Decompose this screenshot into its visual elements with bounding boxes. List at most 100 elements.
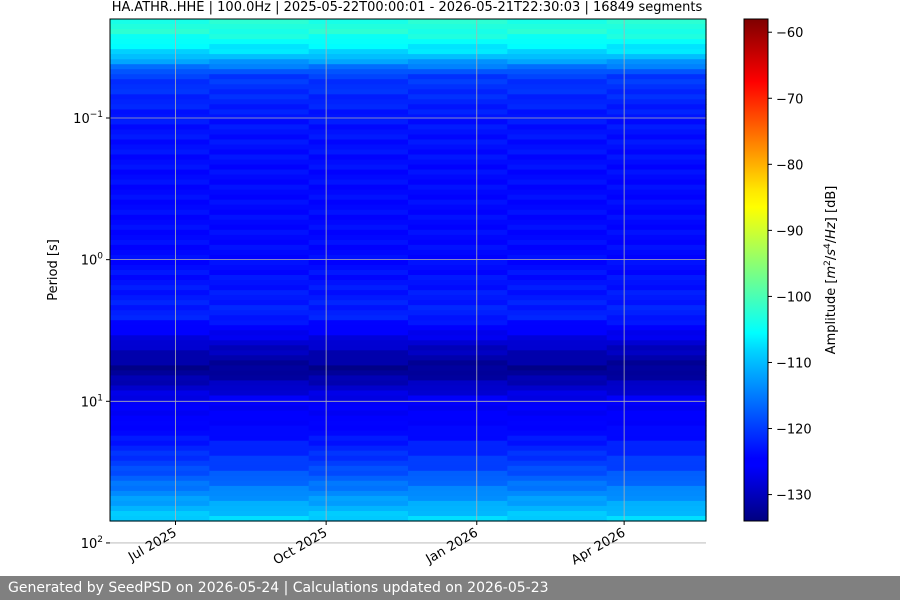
heatmap-cell xyxy=(408,480,508,487)
heatmap-cell xyxy=(110,295,210,301)
heatmap-cell xyxy=(606,24,707,30)
heatmap-cell xyxy=(408,285,508,291)
heatmap-cell xyxy=(308,345,409,351)
heatmap-cell xyxy=(606,219,707,226)
heatmap-cell xyxy=(209,134,310,141)
heatmap-cell xyxy=(507,415,608,422)
heatmap-cell xyxy=(507,485,608,492)
heatmap-cell xyxy=(110,119,210,125)
heatmap-cell xyxy=(408,400,508,407)
heatmap-cell xyxy=(209,69,310,75)
heatmap-cell xyxy=(507,144,608,151)
heatmap-cell xyxy=(507,425,608,432)
heatmap-cell xyxy=(110,365,210,371)
heatmap-cell xyxy=(606,275,707,281)
heatmap-cell xyxy=(606,280,707,286)
heatmap-cell xyxy=(308,516,409,522)
heatmap-cell xyxy=(408,350,508,356)
heatmap-cell xyxy=(209,199,310,206)
heatmap-cell xyxy=(507,59,608,65)
heatmap-cell xyxy=(308,239,409,246)
heatmap-cell xyxy=(408,430,508,437)
heatmap-cell xyxy=(110,420,210,427)
heatmap-cell xyxy=(606,325,707,331)
heatmap-cell xyxy=(110,285,210,291)
heatmap-cell xyxy=(408,154,508,161)
heatmap-cell xyxy=(507,44,608,50)
heatmap-cell xyxy=(209,360,310,366)
heatmap-cell xyxy=(110,405,210,412)
heatmap-cell xyxy=(110,495,210,502)
heatmap-cell xyxy=(507,435,608,442)
heatmap-cell xyxy=(606,154,707,161)
heatmap-cell xyxy=(209,270,310,276)
y-tick-label: 100 xyxy=(81,252,104,269)
heatmap-body xyxy=(110,19,707,522)
heatmap-cell xyxy=(408,505,508,512)
heatmap-cell xyxy=(308,350,409,356)
heatmap-cell xyxy=(606,79,707,85)
x-tick-label: Oct 2025 xyxy=(271,525,330,568)
heatmap-cell xyxy=(507,174,608,181)
heatmap-cell xyxy=(209,435,310,442)
heatmap-cell xyxy=(507,34,608,40)
heatmap-cell xyxy=(209,425,310,432)
heatmap-cell xyxy=(507,139,608,146)
heatmap-cell xyxy=(209,159,310,166)
heatmap-cell xyxy=(606,184,707,191)
heatmap-cell xyxy=(507,370,608,376)
heatmap-cell xyxy=(209,84,310,90)
heatmap-cell xyxy=(308,69,409,75)
heatmap-cell xyxy=(209,249,310,256)
heatmap-cell xyxy=(606,470,707,477)
heatmap-cell xyxy=(606,144,707,151)
heatmap-cell xyxy=(110,385,210,392)
heatmap-cell xyxy=(408,179,508,186)
heatmap-cell xyxy=(110,320,210,326)
heatmap-cell xyxy=(606,49,707,55)
heatmap-cell xyxy=(110,305,210,311)
heatmap-cell xyxy=(110,234,210,241)
heatmap-cell xyxy=(209,516,310,522)
heatmap-cell xyxy=(308,485,409,492)
heatmap-cell xyxy=(209,29,310,35)
heatmap-cell xyxy=(308,420,409,427)
heatmap-cell xyxy=(408,169,508,176)
heatmap-cell xyxy=(507,204,608,211)
heatmap-cell xyxy=(507,500,608,507)
heatmap-cell xyxy=(507,516,608,522)
heatmap-cell xyxy=(606,234,707,241)
heatmap-cell xyxy=(408,234,508,241)
heatmap-cell xyxy=(110,485,210,492)
heatmap-cell xyxy=(110,430,210,437)
heatmap-cell xyxy=(209,415,310,422)
y-tick-label: 10−1 xyxy=(73,110,103,127)
heatmap-cell xyxy=(606,420,707,427)
heatmap-cell xyxy=(408,174,508,181)
heatmap-cell xyxy=(209,300,310,306)
heatmap-cell xyxy=(110,390,210,397)
heatmap-cell xyxy=(408,295,508,301)
heatmap-cell xyxy=(507,239,608,246)
heatmap-cell xyxy=(408,265,508,271)
heatmap-cell xyxy=(110,59,210,65)
heatmap-cell xyxy=(606,435,707,442)
heatmap-cell xyxy=(110,174,210,181)
heatmap-cell xyxy=(408,89,508,95)
heatmap-cell xyxy=(606,310,707,316)
y-axis-label: Period [s] xyxy=(46,239,61,301)
heatmap-cell xyxy=(308,265,409,271)
heatmap-cell xyxy=(606,39,707,45)
heatmap-cell xyxy=(507,214,608,221)
heatmap-cell xyxy=(308,59,409,65)
heatmap-cell xyxy=(507,495,608,502)
heatmap-cell xyxy=(110,204,210,211)
heatmap-cell xyxy=(308,139,409,146)
heatmap-cell xyxy=(110,74,210,80)
heatmap-cell xyxy=(110,490,210,497)
heatmap-cell xyxy=(110,209,210,216)
heatmap-cell xyxy=(308,495,409,502)
heatmap-cell xyxy=(308,400,409,407)
heatmap-cell xyxy=(408,315,508,321)
heatmap-cell xyxy=(209,144,310,151)
